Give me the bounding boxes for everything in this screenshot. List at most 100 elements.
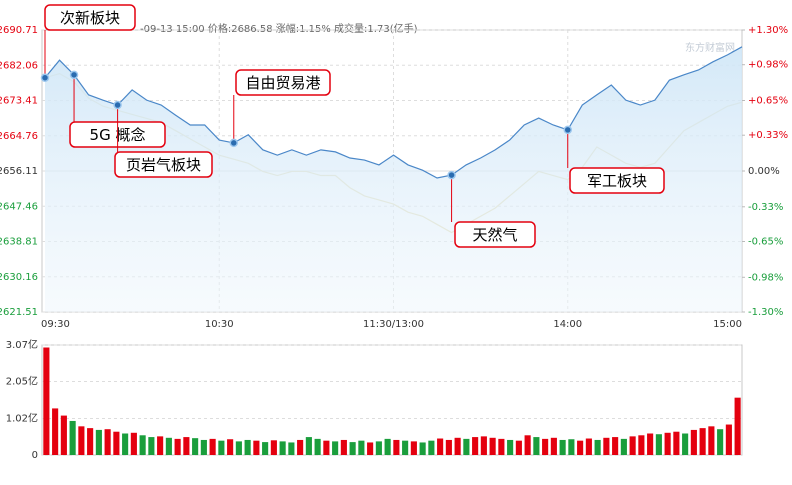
y2-tick-label: -0.65%: [748, 237, 783, 248]
volume-bar: [139, 435, 146, 455]
volume-bar: [515, 440, 522, 455]
volume-bar: [78, 426, 85, 455]
volume-bar: [655, 434, 662, 455]
annotation-marker: [113, 100, 122, 110]
annotation-box: [114, 151, 213, 178]
annotation-label: 自由贸易港: [245, 74, 320, 92]
y-tick-label: 2630.16: [0, 272, 38, 283]
annotation-marker: [69, 70, 79, 80]
volume-bar: [235, 441, 242, 455]
price-line: [44, 46, 743, 179]
volume-bar: [244, 439, 251, 455]
volume-bar: [314, 438, 321, 455]
volume-bar: [480, 436, 487, 455]
y-tick-label: 2.05亿: [6, 375, 38, 388]
volume-bar: [699, 428, 706, 455]
volume-bar: [332, 441, 339, 455]
x-tick-label: 09:30: [41, 319, 70, 330]
volume-bar: [192, 438, 199, 455]
volume-bar: [130, 432, 137, 455]
annotation-marker: [229, 138, 239, 148]
y-tick-label: 2656.11: [0, 166, 38, 177]
volume-bar: [209, 438, 216, 455]
volume-bar: [358, 440, 365, 455]
volume-bar: [340, 439, 347, 455]
annotation-box: [454, 221, 536, 248]
volume-bar: [542, 438, 549, 455]
volume-bar: [638, 435, 645, 455]
volume-bar: [402, 440, 409, 455]
volume-bar: [183, 437, 190, 455]
annotation-box: [235, 69, 331, 96]
volume-bar: [60, 415, 67, 455]
volume-bar: [428, 440, 435, 455]
volume-bar: [393, 439, 400, 455]
volume-bar: [122, 433, 129, 455]
annotation-marker: [447, 170, 456, 180]
volume-bar: [375, 441, 382, 455]
volume-bar: [524, 435, 531, 455]
volume-bar: [734, 397, 741, 455]
y-tick-label: 1.02亿: [6, 411, 38, 424]
volume-bar: [349, 442, 356, 455]
annotation-box: [44, 4, 136, 31]
subtitle: -09-13 15:00 价格:2686.58 涨幅:1.15% 成交量:1.7…: [140, 22, 418, 35]
volume-bar: [568, 439, 575, 455]
y-tick-label: 2690.71: [0, 25, 38, 36]
annotation-box: [569, 167, 665, 194]
volume-bar: [708, 426, 715, 455]
volume-bar: [113, 431, 120, 455]
volume-bar: [550, 437, 557, 455]
volume-bar: [270, 440, 277, 455]
y2-tick-label: 0.00%: [748, 166, 780, 177]
annotation-label: 天然气: [472, 226, 517, 244]
y-tick-label: 2647.46: [0, 201, 38, 212]
volume-bar: [647, 433, 654, 455]
y-tick-label: 2621.51: [0, 307, 38, 318]
annotation-label: 页岩气板块: [126, 156, 201, 174]
volume-bar: [489, 437, 496, 455]
watermark: 东方财富网: [685, 41, 735, 54]
y2-tick-label: -0.98%: [748, 272, 783, 283]
volume-bar: [253, 440, 260, 455]
volume-bar: [200, 439, 207, 455]
volume-bar: [594, 439, 601, 455]
annotation-label: 军工板块: [587, 172, 647, 190]
volume-bar: [673, 431, 680, 455]
volume-bar: [218, 440, 225, 455]
y-tick-label: 2673.41: [0, 96, 38, 107]
volume-bar: [174, 438, 181, 455]
y-tick-label: 0: [32, 450, 38, 461]
y2-tick-label: -0.33%: [748, 202, 783, 213]
y2-tick-label: +0.65%: [748, 96, 788, 107]
volume-bar: [419, 442, 426, 455]
volume-bar: [95, 429, 102, 455]
annotation-label: 次新板块: [60, 9, 120, 27]
volume-bar: [157, 436, 164, 455]
volume-bar: [717, 429, 724, 455]
volume-bar: [463, 438, 470, 455]
x-tick-label: 11:30/13:00: [363, 319, 424, 330]
volume-bar: [690, 429, 697, 455]
volume-bar: [262, 442, 269, 455]
volume-bar: [87, 428, 94, 455]
volume-bar: [69, 420, 76, 455]
volume-bar: [297, 439, 304, 455]
y-tick-label: 3.07亿: [6, 338, 38, 351]
volume-bar: [603, 437, 610, 455]
volume-bar: [682, 433, 689, 455]
volume-bar: [384, 438, 391, 455]
volume-bar: [305, 437, 312, 455]
x-tick-label: 15:00: [713, 319, 742, 330]
volume-bar: [620, 438, 627, 455]
volume-bar: [43, 347, 50, 455]
volume-bar: [507, 439, 514, 455]
y2-tick-label: +1.30%: [748, 25, 788, 36]
volume-bar: [165, 437, 172, 455]
volume-bar: [533, 437, 540, 455]
price-area: [45, 46, 742, 312]
volume-bar: [612, 437, 619, 455]
volume-bar: [559, 439, 566, 455]
y2-tick-label: -1.30%: [748, 307, 783, 318]
